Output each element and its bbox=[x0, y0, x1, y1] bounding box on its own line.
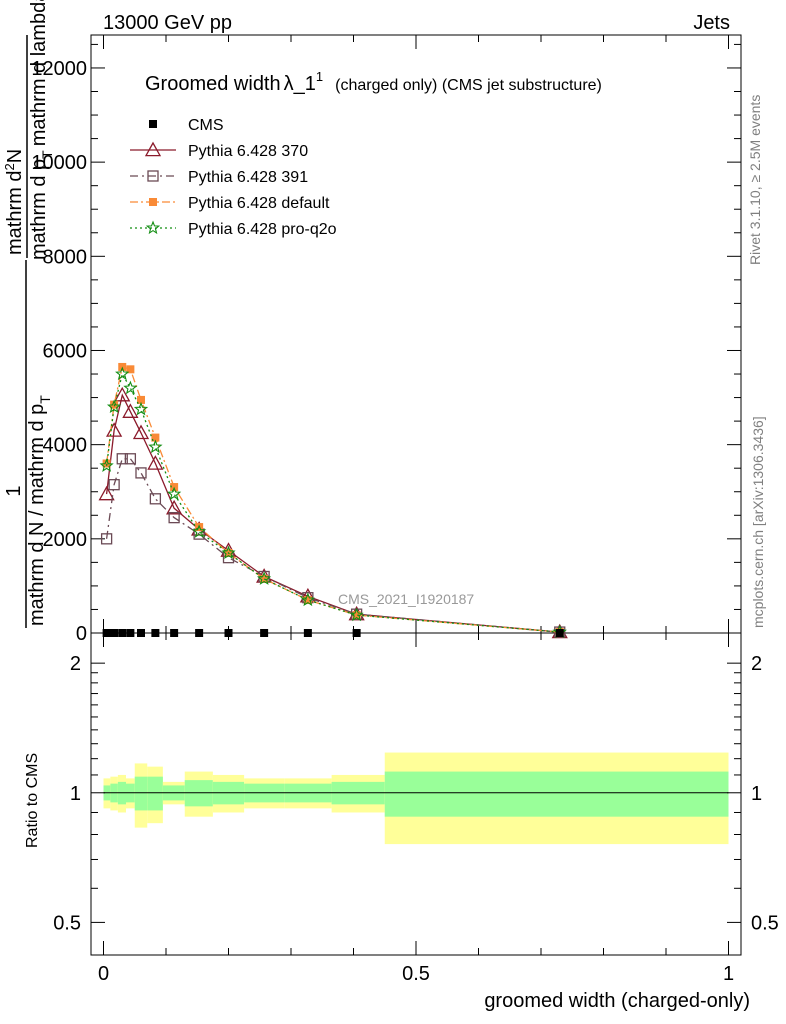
legend-marker bbox=[149, 120, 157, 128]
series-point-1 bbox=[108, 479, 120, 491]
x-tick-label: 0 bbox=[98, 963, 109, 985]
main-ticks: 0 2000 4000 6000 8000 10000 12000 0 0.5 1 bbox=[31, 35, 741, 985]
series-point-3 bbox=[166, 486, 182, 501]
series-point-3 bbox=[123, 380, 138, 395]
y-tick-label: 8000 bbox=[43, 246, 88, 268]
cms-point bbox=[102, 629, 111, 637]
side-rivet: Rivet 3.1.10, ≥ 2.5M events bbox=[747, 95, 763, 265]
series-point-2 bbox=[137, 395, 145, 404]
series-point-0 bbox=[132, 424, 150, 440]
series-point-3 bbox=[221, 545, 236, 559]
cms-point bbox=[137, 629, 145, 637]
legend-marker bbox=[149, 198, 157, 206]
series-point-3 bbox=[133, 401, 149, 416]
legend-marker bbox=[145, 220, 161, 235]
series-point-2 bbox=[303, 596, 312, 605]
series-point-1 bbox=[116, 453, 128, 465]
y-tick-label: 4000 bbox=[43, 435, 88, 457]
cms-point bbox=[352, 629, 361, 637]
ratio-tick-label-right: 1 bbox=[751, 783, 762, 805]
legend-marker bbox=[144, 141, 162, 157]
legend-marker bbox=[147, 170, 159, 182]
ylabel-frac-denominator: mathrm d pTmathrm d lambda bbox=[28, 0, 55, 260]
cms-point bbox=[260, 629, 269, 637]
ratio-tick-label-right: 0.5 bbox=[751, 912, 779, 934]
cms-point bbox=[195, 629, 204, 637]
series-point-3 bbox=[106, 399, 122, 414]
y-tick-label: 0 bbox=[76, 623, 87, 645]
legend-label: Pythia 6.428 391 bbox=[188, 169, 308, 186]
ratio-ticks: 0.5 0.5 1 1 2 2 bbox=[53, 653, 779, 934]
series-line-2 bbox=[105, 366, 560, 633]
series-point-3 bbox=[191, 524, 207, 538]
ratio-tick-label: 1 bbox=[70, 783, 81, 805]
y-tick-label: 2000 bbox=[43, 529, 88, 551]
legend-label: Pythia 6.428 pro-q2o bbox=[188, 221, 337, 238]
series-point-2 bbox=[126, 365, 135, 374]
series-point-3 bbox=[99, 458, 114, 472]
ylabel-frac-numerator: mathrm d2N bbox=[2, 149, 26, 255]
series-point-1 bbox=[168, 511, 180, 524]
series-point-0 bbox=[98, 485, 115, 501]
series-point-2 bbox=[260, 574, 269, 583]
header-left: 13000 GeV pp bbox=[103, 12, 232, 34]
series-point-1 bbox=[100, 533, 113, 545]
cms-point bbox=[555, 629, 564, 637]
side-mcplots: mcplots.cern.ch [arXiv:1306.3436] bbox=[750, 416, 766, 628]
ratio-tick-label-right: 2 bbox=[751, 653, 762, 675]
cms-point bbox=[126, 629, 135, 637]
ratio-bands bbox=[103, 752, 729, 845]
series-point-1 bbox=[124, 453, 137, 465]
series-point-3 bbox=[256, 571, 272, 585]
y-tick-label: 10000 bbox=[31, 152, 87, 174]
x-axis-label: groomed width (charged-only) bbox=[484, 990, 750, 1012]
series-layer bbox=[98, 362, 568, 639]
series-point-0 bbox=[147, 455, 164, 470]
x-tick-label: 1 bbox=[723, 963, 734, 985]
ratio-inner-band bbox=[147, 776, 163, 811]
y-tick-label: 12000 bbox=[31, 58, 87, 80]
ratio-inner-band bbox=[384, 771, 729, 817]
legend-label: Pythia 6.428 default bbox=[188, 195, 330, 212]
series-point-0 bbox=[114, 386, 131, 402]
cms-point bbox=[151, 629, 160, 637]
cms-point bbox=[303, 629, 312, 637]
header-right: Jets bbox=[693, 12, 730, 34]
series-point-3 bbox=[115, 366, 130, 381]
cms-point bbox=[224, 629, 233, 637]
ylabel-denominator: mathrm d N / mathrm d pT bbox=[26, 395, 53, 626]
series-point-0 bbox=[122, 403, 139, 418]
legend-label: CMS bbox=[188, 117, 224, 134]
ratio-inner-band bbox=[134, 776, 148, 811]
series-point-1 bbox=[135, 467, 147, 479]
cms-point bbox=[118, 629, 127, 637]
legend: CMS Pythia 6.428 370 Pythia 6.428 391 Pythi… bbox=[130, 117, 337, 238]
series-point-2 bbox=[151, 433, 160, 442]
ylabel-one: 1 bbox=[3, 485, 25, 496]
ratio-ylabel: Ratio to CMS bbox=[24, 753, 41, 848]
series-point-3 bbox=[148, 439, 163, 454]
series-point-3 bbox=[349, 607, 364, 622]
series-point-2 bbox=[102, 459, 111, 468]
y-axis-label: 1 mathrm d N / mathrm d pT mathrm d2N ma… bbox=[2, 0, 55, 628]
cms-point bbox=[110, 629, 119, 637]
series-point-0 bbox=[166, 499, 183, 515]
watermark: CMS_2021_I1920187 bbox=[338, 591, 474, 607]
series-point-3 bbox=[300, 592, 316, 607]
chart-title: Groomed width λ_11(charged only) (CMS jet… bbox=[145, 69, 602, 95]
cms-point bbox=[170, 629, 179, 637]
x-tick-label: 0.5 bbox=[402, 963, 430, 985]
y-tick-label: 6000 bbox=[43, 340, 88, 362]
ratio-tick-label: 2 bbox=[70, 653, 81, 675]
series-point-1 bbox=[149, 493, 162, 505]
series-point-2 bbox=[352, 611, 361, 620]
series-line-1 bbox=[105, 458, 560, 633]
legend-label: Pythia 6.428 370 bbox=[188, 143, 308, 160]
ratio-tick-label: 0.5 bbox=[53, 912, 81, 934]
